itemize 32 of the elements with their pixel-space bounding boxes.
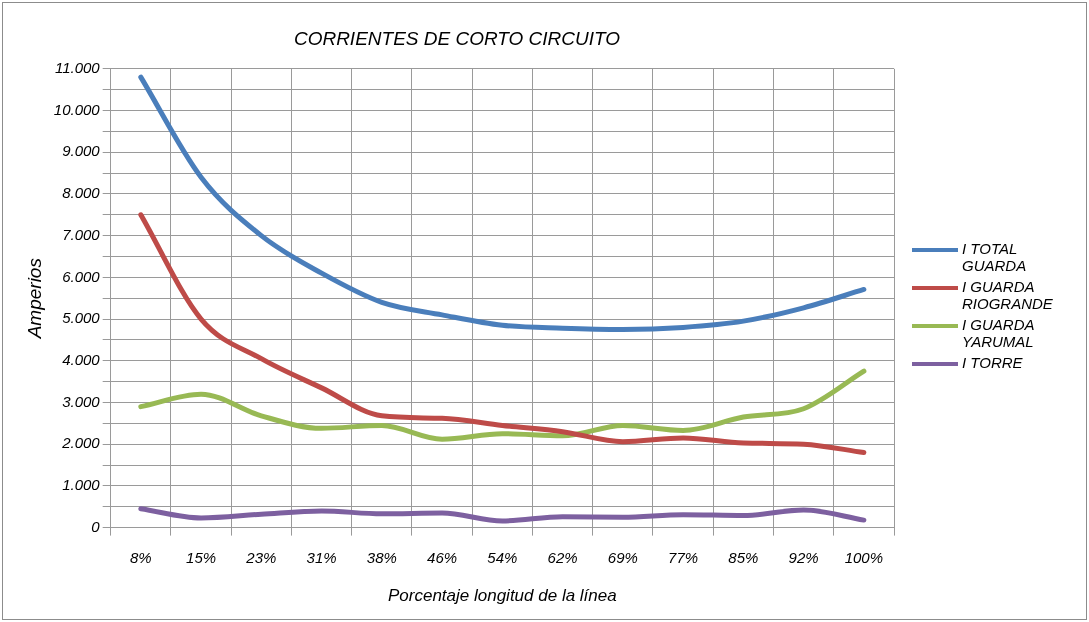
legend-label: I GUARDA YARUMAL bbox=[962, 316, 1035, 350]
x-tick-label: 15% bbox=[186, 548, 217, 566]
y-tick-label: 2.000 bbox=[61, 434, 101, 452]
x-tick-label: 85% bbox=[728, 548, 759, 566]
x-tick-label: 23% bbox=[245, 548, 277, 566]
y-axis-title: Amperios bbox=[23, 257, 45, 340]
y-tick-label: 9.000 bbox=[62, 142, 101, 160]
x-tick-label: 46% bbox=[427, 548, 458, 566]
y-tick-label: 0 bbox=[91, 517, 101, 535]
y-tick-label: 5.000 bbox=[62, 309, 101, 327]
y-tick-label: 4.000 bbox=[62, 350, 101, 368]
x-tick-label: 38% bbox=[366, 548, 397, 566]
x-tick-label: 62% bbox=[547, 548, 578, 566]
y-tick-label: 7.000 bbox=[62, 225, 101, 243]
y-tick-label: 8.000 bbox=[62, 184, 101, 202]
y-tick-label: 11.000 bbox=[54, 58, 101, 76]
legend-label: I TOTAL GUARDA bbox=[962, 240, 1028, 274]
x-tick-label: 54% bbox=[487, 548, 518, 566]
x-tick-label: 69% bbox=[607, 548, 638, 566]
y-tick-label: 3.000 bbox=[62, 392, 101, 410]
x-axis-title: Porcentaje longitud de la línea bbox=[387, 585, 617, 605]
x-tick-label: 100% bbox=[844, 548, 884, 566]
y-tick-label: 1.000 bbox=[62, 476, 101, 494]
legend-label: I TORRE bbox=[962, 354, 1023, 371]
x-tick-label: 92% bbox=[788, 548, 819, 566]
y-tick-label: 6.000 bbox=[62, 267, 101, 285]
x-tick-label: 8% bbox=[129, 548, 152, 566]
chart-title: CORRIENTES DE CORTO CIRCUITO bbox=[293, 27, 621, 49]
legend-label: I GUARDA RIOGRANDE bbox=[962, 278, 1054, 312]
x-tick-label: 31% bbox=[306, 548, 337, 566]
x-tick-label: 77% bbox=[668, 548, 699, 566]
y-tick-label: 10.000 bbox=[53, 100, 101, 118]
